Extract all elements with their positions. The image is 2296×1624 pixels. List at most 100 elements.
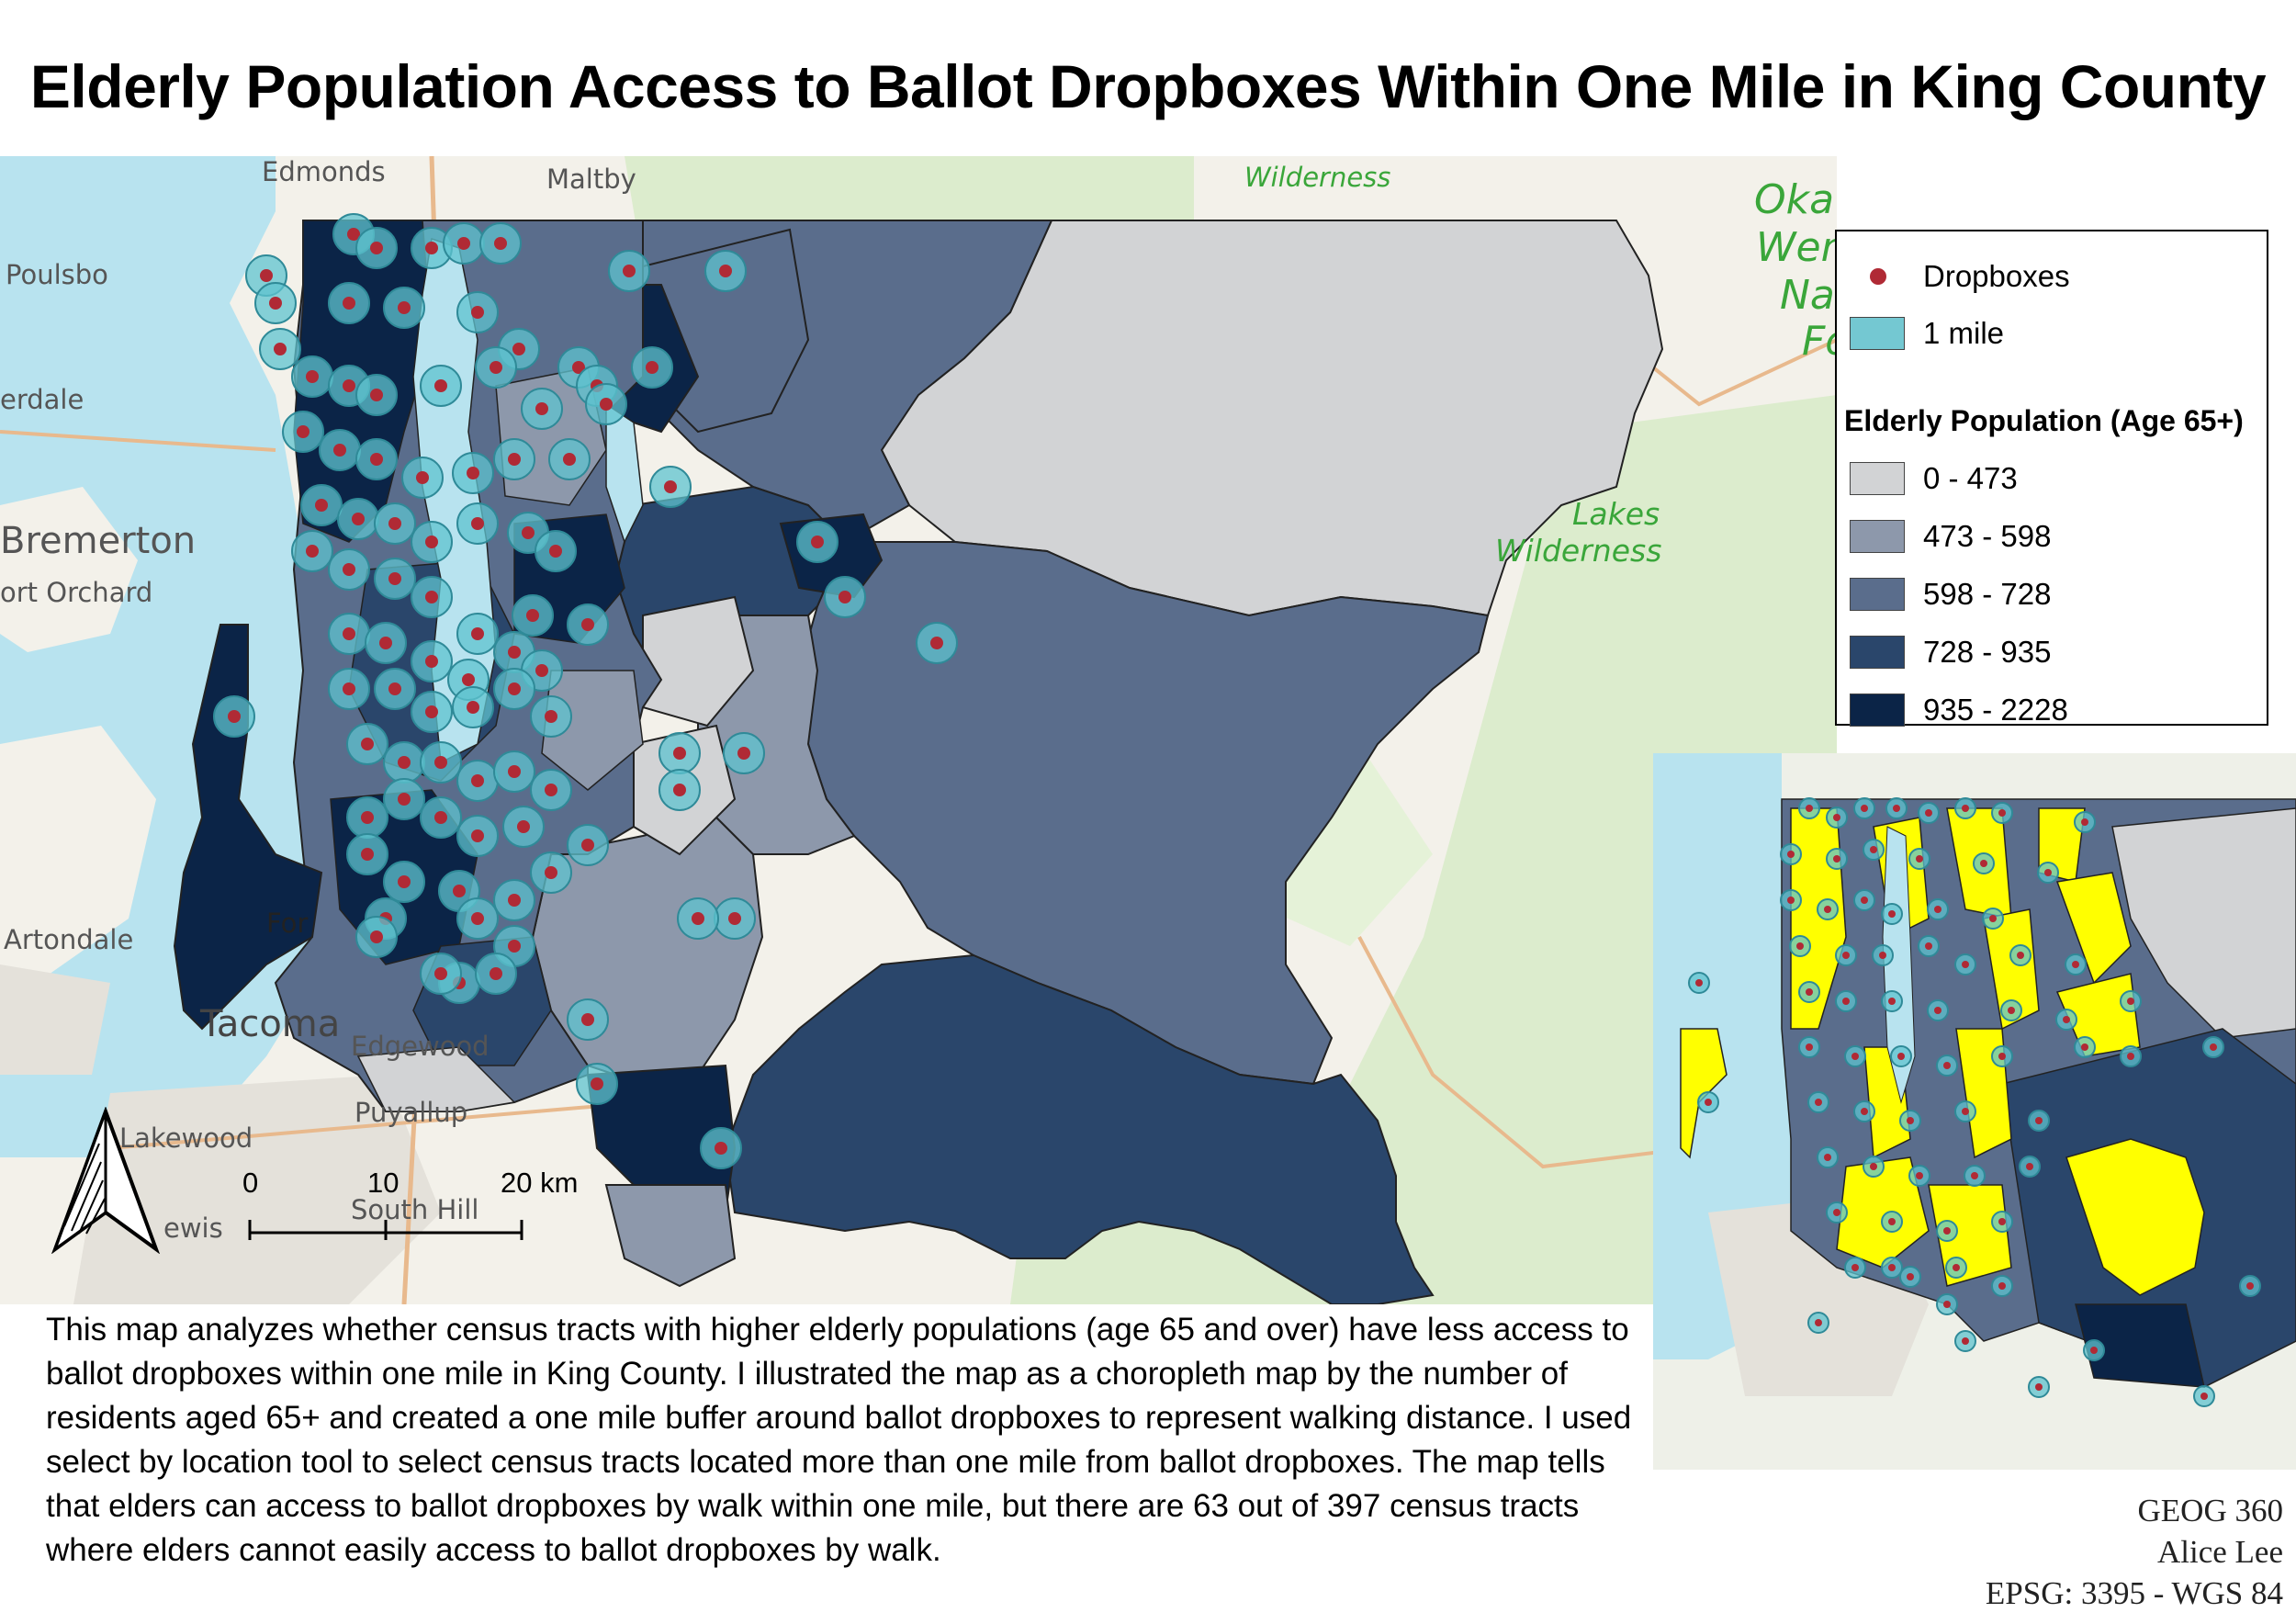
dropbox-marker[interactable] (658, 732, 701, 774)
dropbox-marker[interactable] (2083, 1339, 2105, 1361)
dropbox-marker[interactable] (723, 732, 765, 774)
dropbox-marker[interactable] (1826, 1201, 1848, 1224)
dropbox-marker[interactable] (420, 365, 462, 407)
dropbox-marker[interactable] (530, 769, 572, 811)
dropbox-marker[interactable] (2009, 944, 2032, 966)
dropbox-marker[interactable] (1991, 1275, 2013, 1297)
dropbox-marker[interactable] (411, 576, 453, 618)
dropbox-marker[interactable] (479, 222, 522, 265)
dropbox-marker[interactable] (401, 457, 444, 499)
dropbox-marker[interactable] (1936, 1293, 1958, 1315)
dropbox-marker[interactable] (714, 897, 756, 940)
dropbox-marker[interactable] (355, 374, 398, 416)
dropbox-marker[interactable] (346, 833, 388, 875)
dropbox-marker[interactable] (1807, 1312, 1829, 1334)
dropbox-marker[interactable] (649, 466, 692, 508)
dropbox-marker[interactable] (328, 668, 370, 710)
dropbox-marker[interactable] (1844, 1045, 1866, 1067)
dropbox-marker[interactable] (1964, 1165, 1986, 1187)
dropbox-marker[interactable] (2120, 1045, 2142, 1067)
dropbox-marker[interactable] (328, 282, 370, 324)
dropbox-marker[interactable] (2000, 999, 2022, 1021)
dropbox-marker[interactable] (530, 695, 572, 738)
dropbox-marker[interactable] (1936, 1054, 1958, 1077)
dropbox-marker[interactable] (1853, 797, 1875, 819)
dropbox-marker[interactable] (1991, 1211, 2013, 1233)
dropbox-marker[interactable] (535, 530, 577, 572)
dropbox-marker[interactable] (1780, 889, 1802, 911)
dropbox-marker[interactable] (521, 388, 563, 430)
dropbox-marker[interactable] (2028, 1110, 2050, 1132)
dropbox-marker[interactable] (383, 861, 425, 903)
dropbox-marker[interactable] (1899, 1266, 1921, 1288)
dropbox-marker[interactable] (337, 498, 379, 540)
dropbox-marker[interactable] (2037, 862, 2059, 884)
main-map[interactable]: Edmonds Maltby Wilderness Poulsbo erdale… (0, 156, 1837, 1304)
dropbox-marker[interactable] (374, 558, 416, 600)
dropbox-marker[interactable] (475, 346, 517, 389)
dropbox-marker[interactable] (1936, 1220, 1958, 1242)
dropbox-marker[interactable] (704, 250, 747, 292)
dropbox-marker[interactable] (300, 484, 343, 526)
dropbox-marker[interactable] (1863, 839, 1885, 861)
dropbox-marker[interactable] (411, 640, 453, 682)
dropbox-marker[interactable] (346, 723, 388, 765)
dropbox-marker[interactable] (1908, 848, 1930, 870)
dropbox-marker[interactable] (1927, 999, 1949, 1021)
dropbox-marker[interactable] (502, 806, 545, 848)
dropbox-marker[interactable] (420, 741, 462, 784)
dropbox-marker[interactable] (493, 750, 535, 793)
dropbox-marker[interactable] (1954, 1100, 1976, 1122)
dropbox-marker[interactable] (259, 328, 301, 370)
dropbox-marker[interactable] (1863, 1156, 1885, 1178)
dropbox-marker[interactable] (1954, 797, 1976, 819)
dropbox-marker[interactable] (213, 695, 255, 738)
dropbox-marker[interactable] (530, 851, 572, 894)
dropbox-marker[interactable] (328, 548, 370, 591)
dropbox-marker[interactable] (1890, 1045, 1912, 1067)
dropbox-marker[interactable] (677, 897, 719, 940)
dropbox-marker[interactable] (2239, 1275, 2261, 1297)
dropbox-marker[interactable] (383, 778, 425, 820)
dropbox-marker[interactable] (1798, 797, 1820, 819)
dropbox-marker[interactable] (1780, 843, 1802, 865)
dropbox-marker[interactable] (1991, 802, 2013, 824)
dropbox-marker[interactable] (1688, 972, 1710, 994)
dropbox-marker[interactable] (346, 796, 388, 839)
dropbox-marker[interactable] (374, 502, 416, 545)
inset-map[interactable] (1653, 753, 2296, 1470)
dropbox-marker[interactable] (383, 287, 425, 329)
dropbox-marker[interactable] (452, 686, 494, 728)
dropbox-marker[interactable] (420, 953, 462, 995)
dropbox-marker[interactable] (1885, 797, 1908, 819)
dropbox-marker[interactable] (1798, 981, 1820, 1003)
dropbox-marker[interactable] (456, 291, 499, 333)
dropbox-marker[interactable] (291, 355, 333, 398)
dropbox-marker[interactable] (1826, 848, 1848, 870)
dropbox-marker[interactable] (1817, 1146, 1839, 1168)
dropbox-marker[interactable] (1789, 935, 1811, 957)
dropbox-marker[interactable] (2202, 1036, 2224, 1058)
dropbox-marker[interactable] (291, 530, 333, 572)
dropbox-marker[interactable] (411, 521, 453, 563)
dropbox-marker[interactable] (1881, 1257, 1903, 1279)
dropbox-marker[interactable] (658, 769, 701, 811)
dropbox-marker[interactable] (319, 429, 361, 471)
dropbox-marker[interactable] (2120, 990, 2142, 1012)
dropbox-marker[interactable] (456, 815, 499, 857)
dropbox-marker[interactable] (374, 668, 416, 710)
dropbox-marker[interactable] (1844, 1257, 1866, 1279)
dropbox-marker[interactable] (585, 383, 627, 425)
dropbox-marker[interactable] (282, 411, 324, 453)
dropbox-marker[interactable] (355, 227, 398, 269)
dropbox-marker[interactable] (1954, 1330, 1976, 1352)
dropbox-marker[interactable] (456, 613, 499, 655)
dropbox-marker[interactable] (1853, 889, 1875, 911)
dropbox-marker[interactable] (1835, 944, 1857, 966)
dropbox-marker[interactable] (1817, 898, 1839, 920)
dropbox-marker[interactable] (1853, 1100, 1875, 1122)
dropbox-marker[interactable] (1908, 1165, 1930, 1187)
dropbox-marker[interactable] (365, 622, 407, 664)
dropbox-marker[interactable] (456, 897, 499, 940)
dropbox-marker[interactable] (1918, 802, 1940, 824)
